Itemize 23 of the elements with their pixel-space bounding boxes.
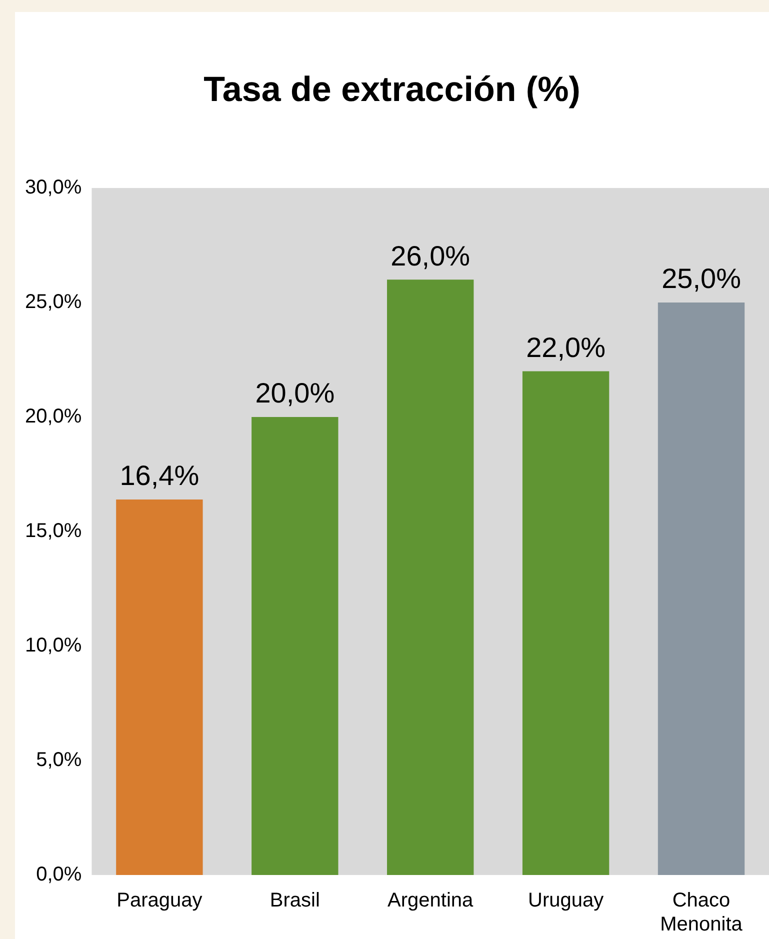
bar: [522, 371, 610, 875]
x-tick-label: Argentina: [388, 890, 474, 912]
x-tick-label: Paraguay: [116, 890, 202, 912]
y-tick-label: 5,0%: [36, 749, 82, 772]
data-label: 26,0%: [390, 240, 470, 272]
y-tick-label: 30,0%: [24, 176, 82, 199]
x-tick-label: Uruguay: [528, 890, 604, 912]
data-label: 22,0%: [526, 332, 606, 363]
data-label: 25,0%: [662, 263, 741, 294]
y-tick-label: 20,0%: [24, 406, 82, 428]
bar: [116, 499, 203, 875]
bar: [252, 417, 338, 875]
y-tick-label: 0,0%: [36, 864, 82, 886]
data-label: 16,4%: [120, 460, 200, 492]
x-tick-label: Brasil: [270, 890, 320, 912]
bar: [658, 302, 745, 875]
x-tick-label: Chaco Menonita: [660, 890, 744, 936]
y-tick-label: 25,0%: [24, 291, 82, 314]
data-label: 20,0%: [255, 378, 335, 409]
chart-title: Tasa de extracción (%): [202, 70, 582, 110]
bar: [387, 280, 474, 875]
y-tick-label: 10,0%: [24, 634, 82, 657]
y-tick-label: 15,0%: [24, 520, 82, 542]
